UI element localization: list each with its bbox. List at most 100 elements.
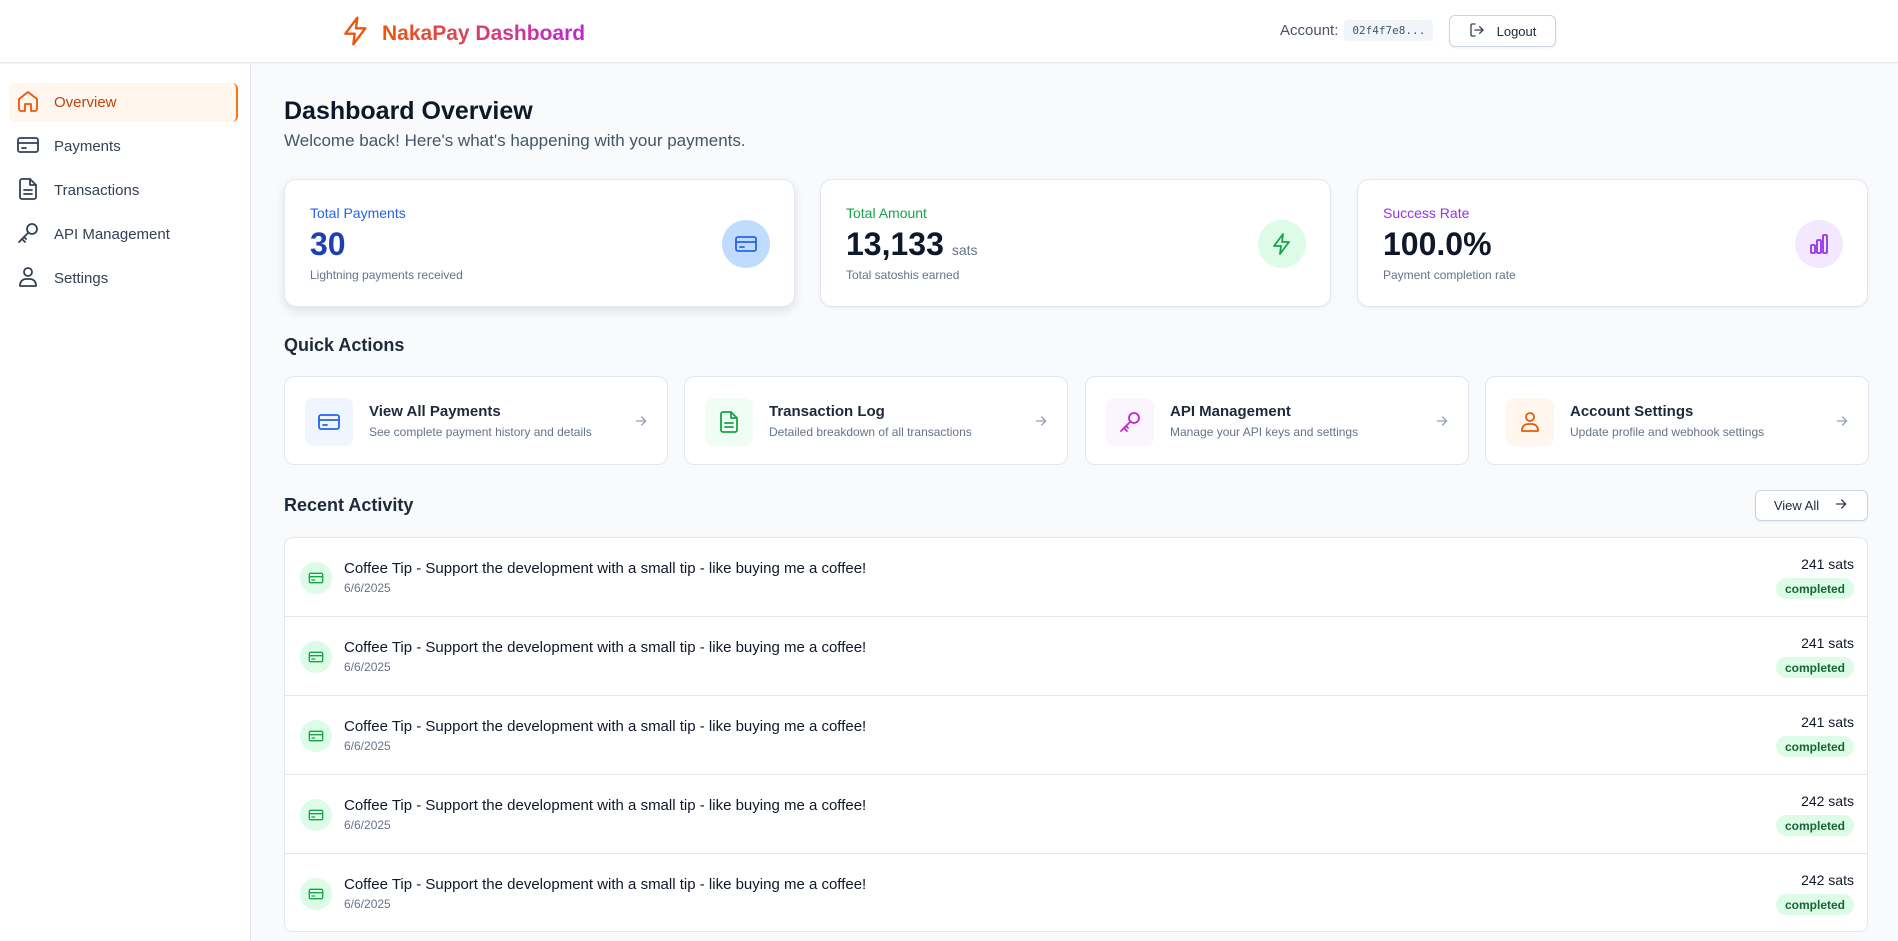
- sidebar-item-transactions[interactable]: Transactions: [9, 171, 238, 210]
- stat-description: Total satoshis earned: [846, 268, 960, 282]
- stat-label: Total Amount: [846, 205, 927, 221]
- user-icon: [16, 265, 40, 293]
- credit-card-icon: [300, 562, 332, 594]
- activity-title: Coffee Tip - Support the development wit…: [344, 639, 867, 656]
- quick-actions-title: Quick Actions: [284, 335, 405, 355]
- stat-description: Lightning payments received: [310, 268, 463, 282]
- stat-number: 100.0%: [1383, 226, 1492, 262]
- list-item[interactable]: Coffee Tip - Support the development wit…: [285, 775, 1867, 854]
- document-icon: [16, 177, 40, 205]
- quick-action-description: Detailed breakdown of all transactions: [769, 425, 972, 439]
- activity-date: 6/6/2025: [344, 660, 391, 674]
- activity-amount: 241 sats: [1801, 635, 1854, 651]
- activity-date: 6/6/2025: [344, 818, 391, 832]
- key-icon: [1106, 398, 1154, 446]
- sidebar-item-api-management[interactable]: API Management: [9, 215, 238, 254]
- arrow-right-icon: [1035, 416, 1047, 426]
- stat-value: 13,133 sats: [846, 226, 978, 263]
- arrow-right-icon: [1436, 416, 1448, 426]
- activity-title: Coffee Tip - Support the development wit…: [344, 560, 867, 577]
- credit-card-icon: [300, 799, 332, 831]
- recent-activity-list: Coffee Tip - Support the development wit…: [284, 537, 1868, 932]
- stat-description: Payment completion rate: [1383, 268, 1516, 282]
- stat-number: 13,133: [846, 226, 944, 262]
- list-item[interactable]: Coffee Tip - Support the development wit…: [285, 854, 1867, 931]
- brand[interactable]: NakaPay Dashboard: [340, 14, 585, 53]
- key-icon: [16, 221, 40, 249]
- activity-date: 6/6/2025: [344, 739, 391, 753]
- quick-action-description: Manage your API keys and settings: [1170, 425, 1359, 439]
- sidebar-item-payments[interactable]: Payments: [9, 127, 238, 166]
- stat-card-success-rate: Success Rate 100.0% Payment completion r…: [1357, 179, 1868, 307]
- credit-card-icon: [722, 220, 770, 268]
- quick-action-account-settings[interactable]: Account Settings Update profile and webh…: [1485, 376, 1869, 465]
- list-item[interactable]: Coffee Tip - Support the development wit…: [285, 696, 1867, 775]
- recent-activity-title: Recent Activity: [284, 495, 414, 515]
- quick-action-description: Update profile and webhook settings: [1570, 425, 1765, 439]
- status-badge: completed: [1775, 815, 1854, 836]
- quick-action-title: View All Payments: [369, 403, 501, 420]
- account-id: 02f4f7e8...: [1344, 20, 1434, 41]
- lightning-icon: [340, 14, 372, 53]
- sidebar-item-label: Payments: [54, 138, 121, 155]
- sidebar-item-overview[interactable]: Overview: [9, 83, 238, 122]
- activity-date: 6/6/2025: [344, 897, 391, 911]
- credit-card-icon: [305, 398, 353, 446]
- sidebar-item-label: Transactions: [54, 182, 140, 199]
- stat-label: Total Payments: [310, 205, 406, 221]
- quick-action-transaction-log[interactable]: Transaction Log Detailed breakdown of al…: [684, 376, 1068, 465]
- activity-amount: 241 sats: [1801, 556, 1854, 572]
- bar-chart-icon: [1795, 220, 1843, 268]
- stat-value: 100.0%: [1383, 226, 1492, 263]
- status-badge: completed: [1775, 736, 1854, 757]
- status-badge: completed: [1775, 578, 1854, 599]
- activity-date: 6/6/2025: [344, 581, 391, 595]
- sidebar-item-label: Overview: [54, 94, 117, 111]
- logout-button[interactable]: Logout: [1449, 15, 1556, 47]
- credit-card-icon: [300, 641, 332, 673]
- sidebar-item-settings[interactable]: Settings: [9, 259, 238, 298]
- stat-card-total-amount: Total Amount 13,133 sats Total satoshis …: [820, 179, 1331, 307]
- quick-action-title: Transaction Log: [769, 403, 885, 420]
- brand-title: NakaPay Dashboard: [382, 21, 586, 45]
- quick-action-description: See complete payment history and details: [369, 425, 592, 439]
- logout-icon: [1469, 22, 1485, 41]
- account-info: Account: 02f4f7e8...: [1280, 20, 1434, 41]
- page-subtitle: Welcome back! Here's what's happening wi…: [284, 131, 746, 150]
- sidebar-item-label: Settings: [54, 270, 109, 287]
- arrow-right-icon: [1836, 416, 1848, 426]
- document-icon: [705, 398, 753, 446]
- quick-action-title: Account Settings: [1570, 403, 1694, 420]
- lightning-icon: [1258, 220, 1306, 268]
- activity-amount: 242 sats: [1801, 872, 1854, 888]
- stat-card-total-payments: Total Payments 30 Lightning payments rec…: [284, 179, 795, 307]
- page-title: Dashboard Overview: [284, 97, 533, 125]
- sidebar-item-label: API Management: [54, 226, 170, 243]
- stat-unit: sats: [951, 242, 978, 258]
- activity-amount: 242 sats: [1801, 793, 1854, 809]
- stat-value: 30: [310, 226, 346, 263]
- activity-title: Coffee Tip - Support the development wit…: [344, 718, 867, 735]
- arrow-right-icon: [635, 416, 647, 426]
- credit-card-icon: [300, 878, 332, 910]
- top-header: NakaPay Dashboard Account: 02f4f7e8... L…: [0, 0, 1898, 63]
- account-label: Account:: [1280, 22, 1339, 39]
- arrow-right-icon: [1833, 496, 1849, 515]
- home-icon: [16, 89, 40, 117]
- activity-title: Coffee Tip - Support the development wit…: [344, 876, 867, 893]
- stat-number: 30: [310, 226, 346, 262]
- status-badge: completed: [1775, 657, 1854, 678]
- quick-action-view-payments[interactable]: View All Payments See complete payment h…: [284, 376, 668, 465]
- credit-card-icon: [300, 720, 332, 752]
- list-item[interactable]: Coffee Tip - Support the development wit…: [285, 617, 1867, 696]
- list-item[interactable]: Coffee Tip - Support the development wit…: [285, 538, 1867, 617]
- stat-label: Success Rate: [1383, 205, 1470, 221]
- activity-title: Coffee Tip - Support the development wit…: [344, 797, 867, 814]
- quick-action-api-management[interactable]: API Management Manage your API keys and …: [1085, 376, 1469, 465]
- credit-card-icon: [16, 133, 40, 161]
- logout-label: Logout: [1496, 23, 1537, 39]
- status-badge: completed: [1775, 894, 1854, 915]
- view-all-button[interactable]: View All: [1755, 490, 1868, 521]
- sidebar: Overview Payments Transactions API Manag…: [0, 64, 251, 941]
- view-all-label: View All: [1773, 498, 1820, 513]
